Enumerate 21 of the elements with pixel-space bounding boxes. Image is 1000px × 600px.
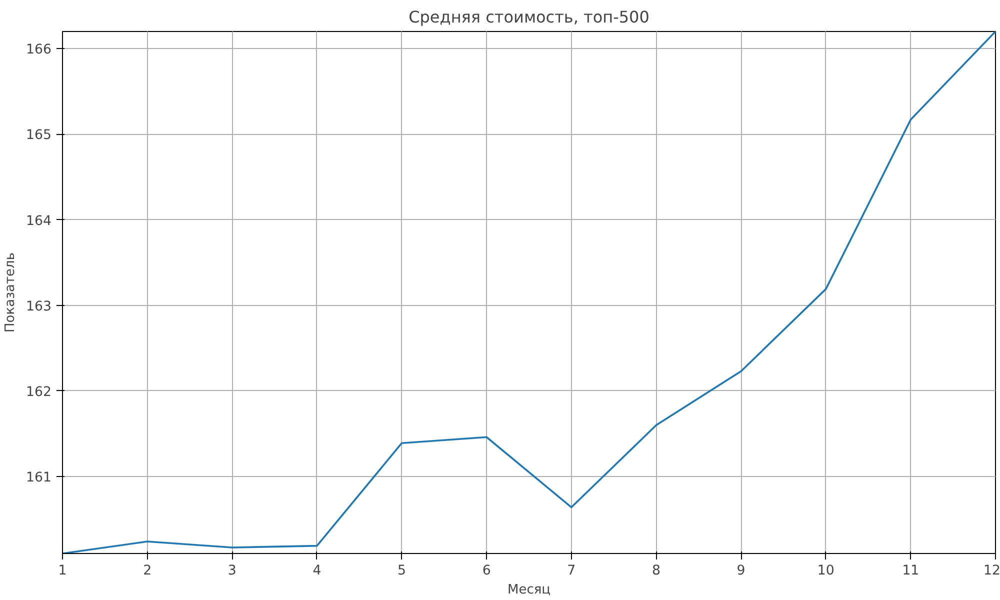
x-tick-label: 7	[567, 564, 576, 578]
chart-title: Средняя стоимость, топ-500	[408, 8, 650, 26]
x-tick-label: 2	[143, 564, 152, 578]
y-axis-title: Показатель	[3, 252, 18, 332]
x-tick-label: 11	[902, 564, 920, 578]
x-tick-label: 3	[228, 564, 236, 578]
x-tick-label: 8	[652, 564, 660, 578]
x-tick-label: 4	[312, 564, 322, 578]
x-tick-label: 10	[817, 564, 834, 578]
x-tick-label: 1	[58, 564, 67, 578]
y-tick-label: 162	[26, 384, 52, 400]
x-tick-label: 5	[398, 564, 406, 578]
y-tick-label: 166	[26, 42, 52, 58]
y-tick-label: 164	[26, 214, 52, 229]
x-axis-title: Месяц	[507, 582, 551, 598]
y-tick-label: 165	[26, 128, 52, 144]
x-tick-label: 12	[984, 564, 1000, 578]
y-tick-label: 161	[26, 470, 52, 486]
x-tick-label: 6	[482, 564, 491, 578]
y-tick-label: 163	[26, 299, 52, 314]
x-tick-label: 9	[736, 564, 746, 578]
